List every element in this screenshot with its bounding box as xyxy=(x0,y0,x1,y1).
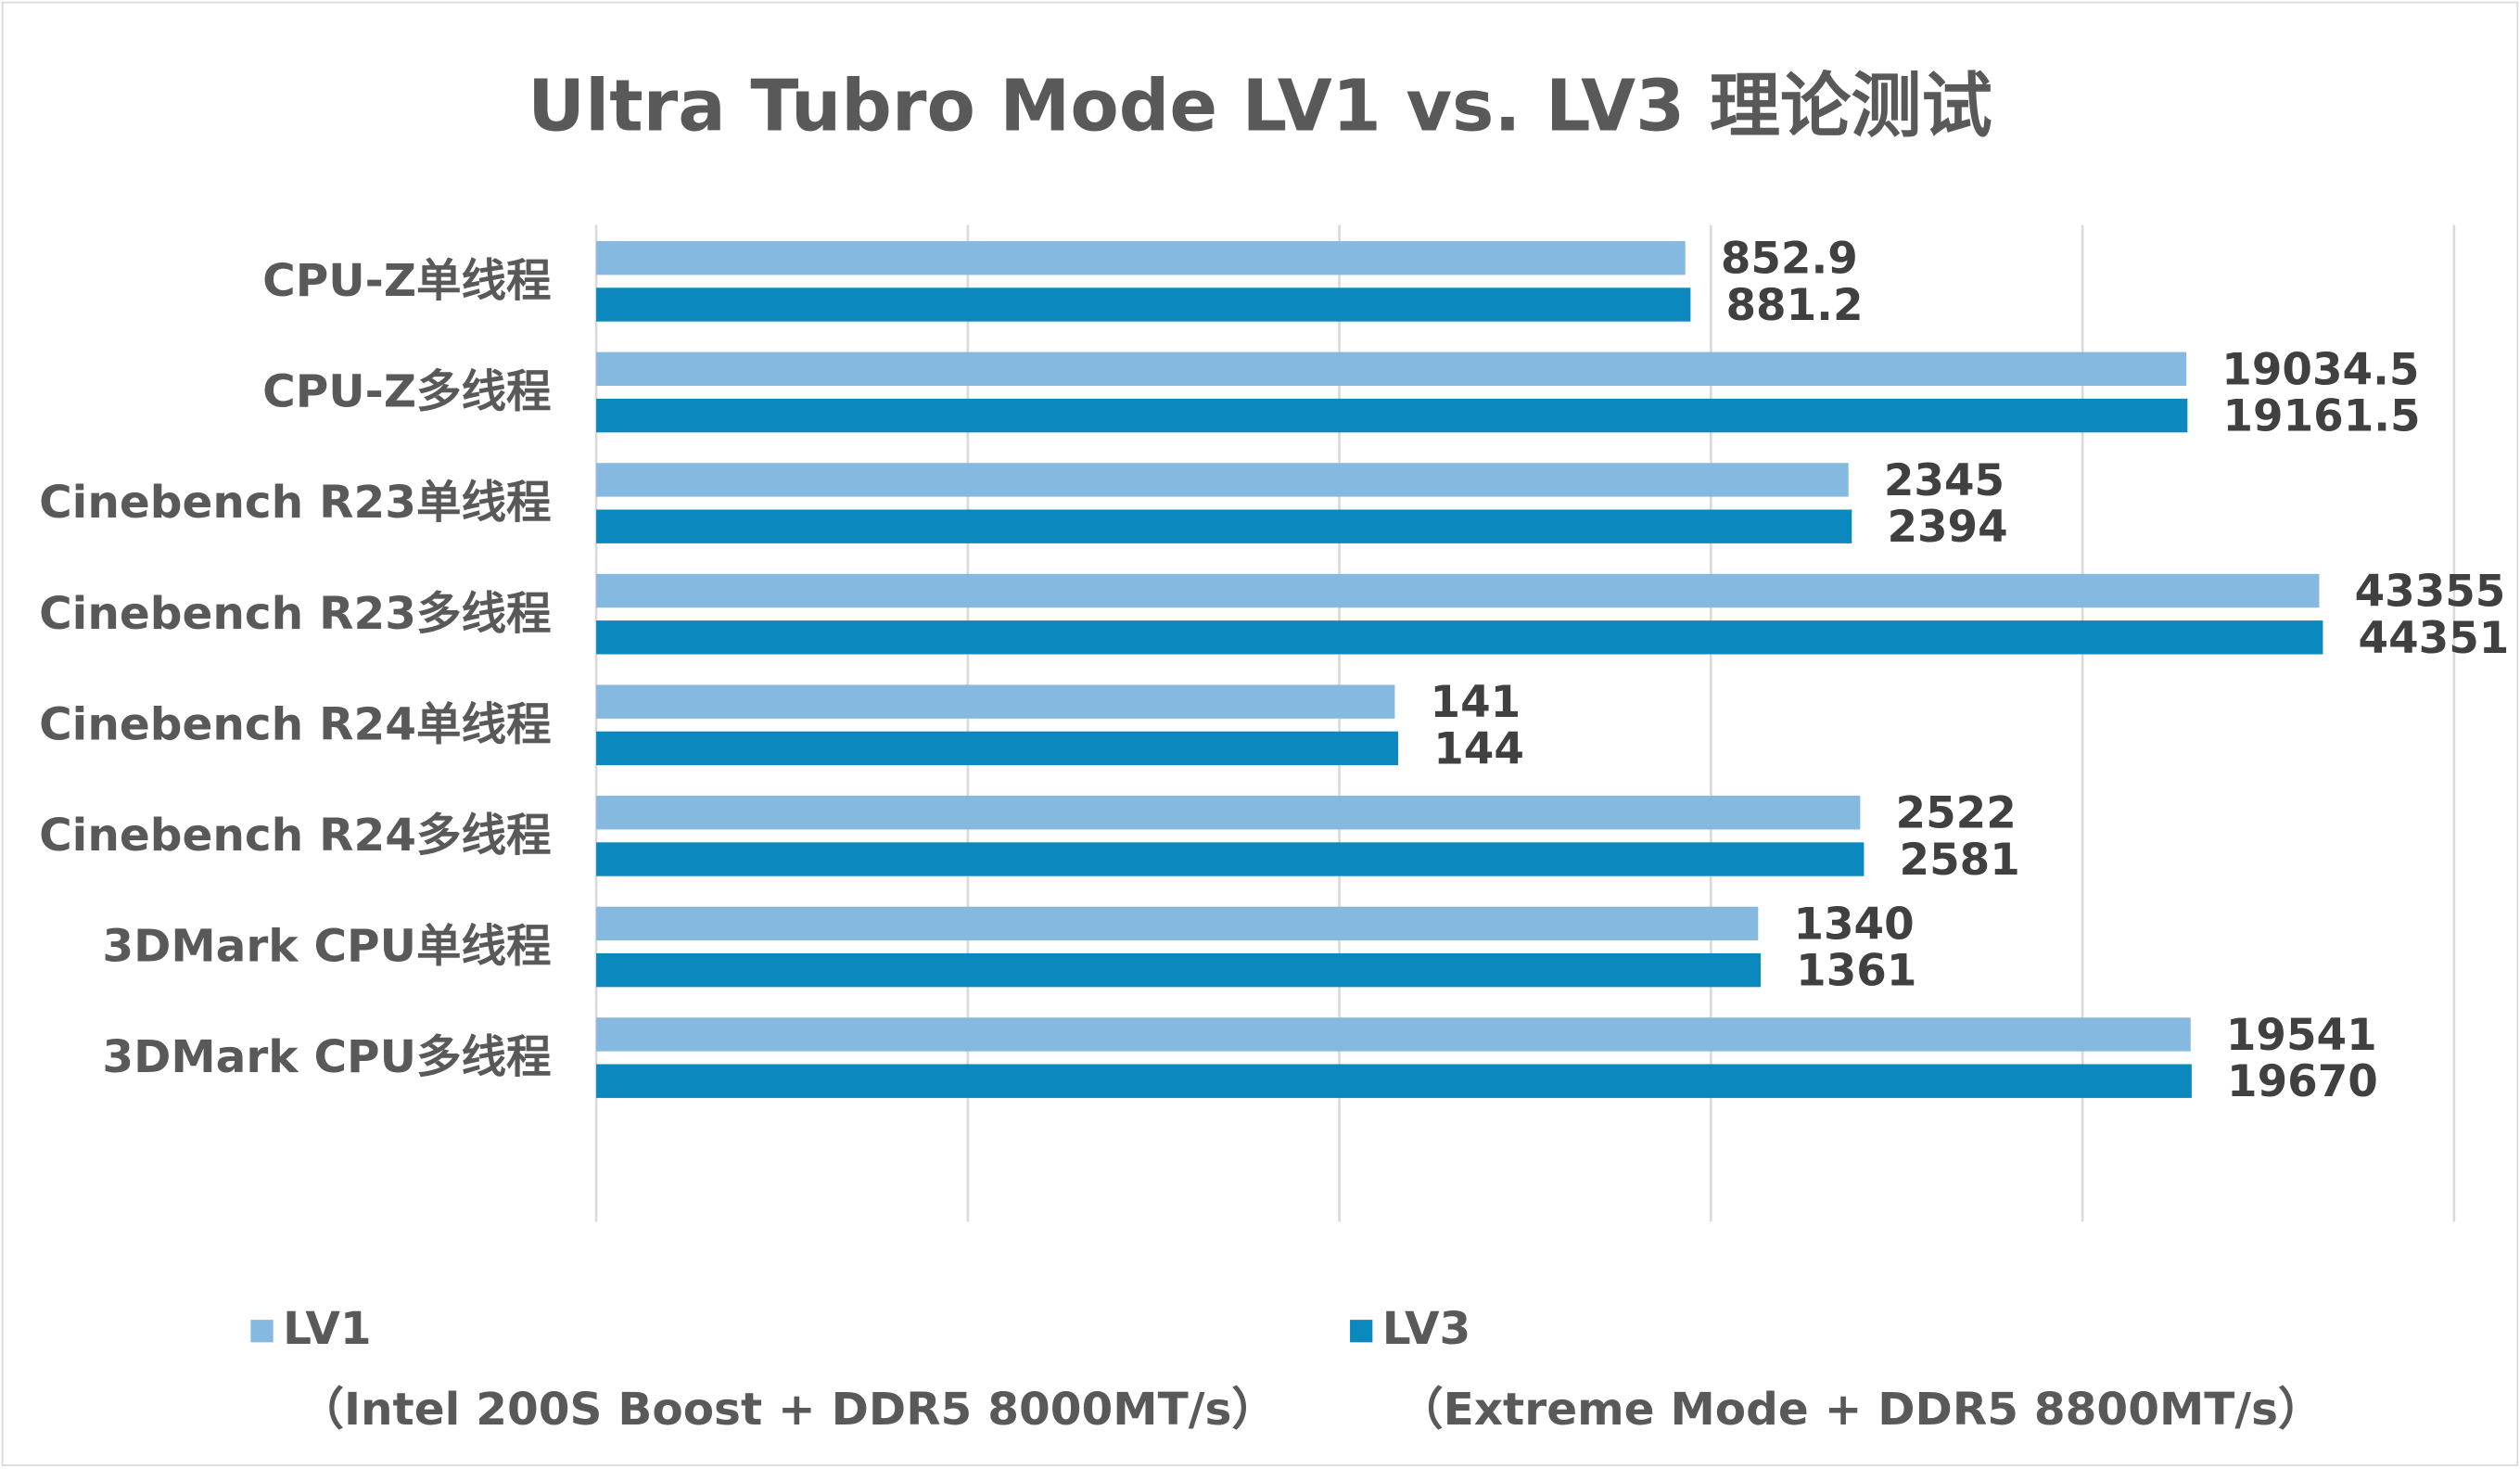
category-label: 3DMark CPU多线程 xyxy=(102,1031,551,1083)
legend-subtitle-lv3: （Extreme Mode + DDR5 8800MT/s） xyxy=(1398,1382,2323,1436)
data-label-lv1: 43355 xyxy=(2355,567,2506,617)
data-label-lv1: 2522 xyxy=(1896,789,2017,839)
data-label-lv1: 1340 xyxy=(1793,900,1914,950)
bar-lv3 xyxy=(596,287,1691,322)
category-label: Cinebench R24单线程 xyxy=(39,698,551,750)
data-label-lv1: 2345 xyxy=(1884,456,2005,506)
data-label-lv3: 144 xyxy=(1433,724,1524,774)
bar-lv1 xyxy=(596,463,1849,497)
category-label: Cinebench R23多线程 xyxy=(39,588,551,640)
legend-swatch-lv1 xyxy=(250,1320,274,1343)
bar-lv3 xyxy=(596,620,2323,655)
data-label-lv1: 19034.5 xyxy=(2221,345,2419,395)
bar-lv3 xyxy=(596,952,1762,988)
bar-lv1 xyxy=(596,684,1395,719)
data-label-lv3: 2394 xyxy=(1887,503,2007,553)
data-label-lv3: 19670 xyxy=(2227,1057,2378,1107)
bar-lv3 xyxy=(596,509,1852,543)
data-label-lv1: 141 xyxy=(1431,678,1521,728)
data-label-lv3: 881.2 xyxy=(1726,281,1864,331)
data-label-lv3: 19161.5 xyxy=(2222,392,2420,442)
legend-swatch-lv3 xyxy=(1350,1320,1373,1343)
legend-label-lv3: LV3 xyxy=(1381,1302,1471,1356)
bar-lv3 xyxy=(596,1064,2192,1098)
bar-lv1 xyxy=(596,241,1686,275)
bar-lv3 xyxy=(596,731,1399,766)
bar-lv1 xyxy=(596,906,1759,941)
bar-lv1 xyxy=(596,351,2187,387)
bar-lv3 xyxy=(596,842,1865,876)
bar-lv1 xyxy=(596,796,1861,830)
bar-lv1 xyxy=(596,1017,2191,1052)
legend-item-lv1[interactable]: LV1 xyxy=(250,1302,372,1356)
category-label: 3DMark CPU单线程 xyxy=(102,921,551,973)
data-label-lv3: 44351 xyxy=(2359,614,2510,664)
legend-subtitle-lv1: （Intel 200S Boost + DDR5 8000MT/s） xyxy=(299,1382,1277,1436)
category-label: CPU-Z多线程 xyxy=(262,366,551,418)
category-label: Cinebench R23单线程 xyxy=(39,477,551,529)
category-label: Cinebench R24多线程 xyxy=(39,810,551,862)
legend-item-lv3[interactable]: LV3 xyxy=(1350,1302,1470,1355)
data-label-lv1: 852.9 xyxy=(1721,235,1858,285)
data-label-lv1: 19541 xyxy=(2226,1011,2377,1061)
category-label: CPU-Z单线程 xyxy=(262,255,551,307)
legend-label-lv1: LV1 xyxy=(283,1302,372,1356)
data-label-lv3: 2581 xyxy=(1900,836,2020,886)
data-label-lv3: 1361 xyxy=(1796,947,1916,997)
bar-lv1 xyxy=(596,573,2320,608)
chart-title: Ultra Tubro Mode LV1 vs. LV3 理论测试 xyxy=(528,66,1992,148)
bar-lv3 xyxy=(596,398,2188,433)
